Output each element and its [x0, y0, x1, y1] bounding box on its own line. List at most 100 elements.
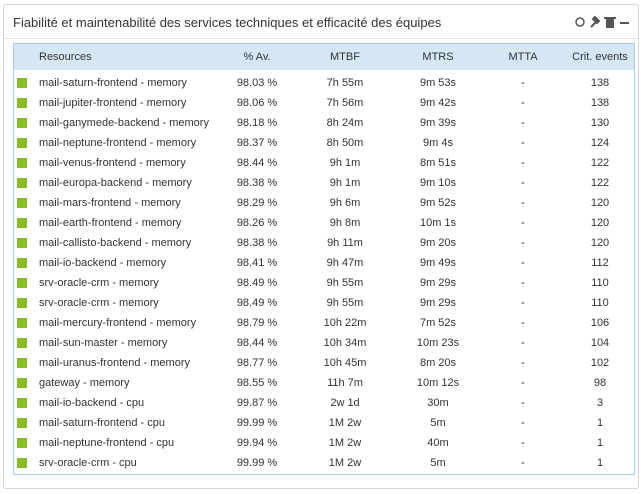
- cell: 7m 52s: [419, 317, 457, 329]
- cell: -: [521, 457, 525, 469]
- cell: 110: [591, 297, 609, 309]
- cell: 98.26 %: [236, 217, 278, 229]
- cell: 102: [590, 357, 610, 369]
- cell: 120: [590, 197, 610, 209]
- cell: 9m 29s: [419, 277, 457, 289]
- cell: 104: [590, 337, 610, 349]
- cell: 98.18 %: [236, 117, 278, 129]
- cell: 10h 34m: [323, 337, 367, 349]
- cell: 99.99 %: [236, 457, 278, 469]
- cell: -: [521, 437, 525, 449]
- status-indicator: [17, 238, 27, 248]
- cell: 8m 20s: [419, 357, 457, 369]
- cell: 2w 1d: [330, 397, 360, 409]
- status-indicator: [17, 318, 27, 328]
- cell: -: [521, 137, 525, 149]
- cell: 11h 7m: [327, 377, 363, 389]
- cell: -: [521, 337, 525, 349]
- resource-name: mail-venus-frontend - memory: [39, 157, 186, 169]
- delete-icon[interactable]: [606, 19, 614, 28]
- cell: 106: [590, 317, 610, 329]
- cell: 98.44 %: [236, 157, 278, 169]
- resource-name: srv-oracle-crm - memory: [39, 277, 159, 289]
- cell: 9m 53s: [419, 77, 457, 89]
- status-indicator: [17, 278, 27, 288]
- cell: 5m: [430, 417, 446, 429]
- cell: 98.37 %: [236, 137, 278, 149]
- cell: 9h 11m: [327, 237, 363, 249]
- cell: 10h 45m: [323, 357, 367, 369]
- resource-name: mail-neptune-frontend - memory: [39, 137, 197, 149]
- status-indicator: [17, 398, 27, 408]
- cell: 9m 4s: [423, 137, 453, 149]
- cell: 1M 2w: [328, 437, 362, 449]
- refresh-icon[interactable]: [575, 17, 585, 27]
- cell: -: [521, 297, 525, 309]
- cell: 9m 49s: [419, 257, 457, 269]
- collapse-icon[interactable]: [620, 22, 629, 24]
- status-indicator: [17, 438, 27, 448]
- cell: -: [521, 77, 525, 89]
- status-indicator: [17, 118, 27, 128]
- table-header: [14, 44, 634, 70]
- status-indicator: [17, 98, 27, 108]
- cell: 1: [596, 457, 604, 469]
- cell: 130: [590, 117, 610, 129]
- table: Resources % Av. MTBF MTRS MTTA Crit. events ma…: [13, 43, 635, 475]
- cell: -: [521, 97, 525, 109]
- cell: -: [521, 197, 525, 209]
- cell: 99.87 %: [236, 397, 278, 409]
- cell: 8h 24m: [326, 117, 364, 129]
- cell: 110: [591, 277, 609, 289]
- status-indicator: [17, 458, 27, 468]
- cell: 138: [590, 97, 610, 109]
- settings-icon[interactable]: [590, 15, 601, 28]
- cell: 3: [596, 397, 604, 409]
- cell: 98.77 %: [236, 357, 278, 369]
- cell: 98.03 %: [236, 77, 278, 89]
- cell: 98.44 %: [236, 337, 278, 349]
- resource-name: mail-earth-frontend - memory: [39, 217, 182, 229]
- cell: 9h 47m: [326, 257, 364, 269]
- cell: 112: [591, 257, 609, 269]
- cell: 98.29 %: [236, 197, 278, 209]
- resource-name: mail-mars-frontend - memory: [39, 197, 181, 209]
- status-indicator: [17, 418, 27, 428]
- status-indicator: [17, 378, 27, 388]
- resource-name: mail-neptune-frontend - cpu: [39, 437, 175, 449]
- cell: -: [521, 177, 525, 189]
- column-header: MTBF: [330, 51, 360, 63]
- cell: -: [521, 357, 525, 369]
- cell: 98.49 %: [236, 277, 278, 289]
- cell: 30m: [427, 397, 449, 409]
- separator: [4, 38, 638, 39]
- status-indicator: [17, 298, 27, 308]
- cell: 120: [590, 217, 610, 229]
- status-indicator: [17, 358, 27, 368]
- cell: 9h 8m: [329, 217, 361, 229]
- cell: 5m: [430, 457, 446, 469]
- cell: -: [521, 157, 525, 169]
- cell: 98.38 %: [236, 237, 278, 249]
- cell: 9h 6m: [329, 197, 361, 209]
- cell: 120: [590, 237, 610, 249]
- cell: 98.41 %: [236, 257, 278, 269]
- resource-name: mail-io-backend - cpu: [39, 397, 145, 409]
- cell: 9m 20s: [419, 237, 457, 249]
- column-header: MTRS: [422, 51, 454, 63]
- status-indicator: [17, 198, 27, 208]
- status-indicator: [17, 78, 27, 88]
- column-header: Resources: [39, 51, 92, 63]
- cell: 1: [596, 417, 604, 429]
- cell: 8h 50m: [326, 137, 364, 149]
- resource-name: mail-mercury-frontend - memory: [39, 317, 197, 329]
- cell: 124: [590, 137, 610, 149]
- cell: 10m 12s: [416, 377, 460, 389]
- column-header: MTTA: [508, 51, 538, 63]
- resource-name: mail-europa-backend - memory: [39, 177, 192, 189]
- status-indicator: [17, 158, 27, 168]
- cell: 10m 1s: [419, 217, 457, 229]
- status-indicator: [17, 258, 27, 268]
- cell: 9h 55m: [326, 297, 364, 309]
- widget-icons: [575, 15, 629, 28]
